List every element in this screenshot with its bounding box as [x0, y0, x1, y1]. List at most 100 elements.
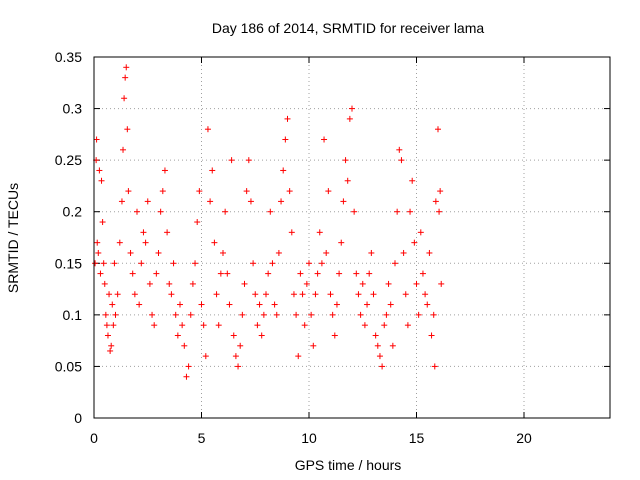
data-point — [245, 157, 252, 164]
data-point — [306, 260, 312, 267]
x-tick-label: 5 — [198, 430, 206, 446]
data-point — [413, 280, 420, 287]
data-point — [424, 301, 431, 308]
data-points — [92, 64, 445, 380]
data-point — [419, 270, 426, 277]
data-point — [174, 332, 181, 339]
data-point — [342, 157, 349, 164]
y-tick-label: 0.25 — [55, 152, 82, 168]
data-point — [329, 311, 336, 318]
data-point — [346, 115, 353, 122]
data-point — [198, 301, 205, 308]
y-tick-label: 0 — [74, 410, 82, 426]
data-point — [409, 177, 416, 184]
data-point — [226, 301, 233, 308]
data-point — [303, 280, 310, 287]
data-point — [338, 239, 345, 246]
data-point — [177, 301, 183, 308]
data-point — [295, 353, 302, 360]
data-point — [159, 188, 166, 195]
data-point — [286, 188, 293, 195]
data-point — [125, 188, 132, 195]
data-point — [308, 311, 315, 318]
data-point — [376, 353, 383, 360]
data-point — [102, 311, 109, 318]
data-point — [241, 280, 248, 287]
data-point — [278, 198, 285, 205]
data-point — [129, 270, 136, 277]
y-tick-label: 0.2 — [63, 204, 83, 220]
data-point — [269, 260, 276, 267]
data-point — [422, 291, 429, 298]
data-point — [364, 301, 371, 308]
data-point — [142, 239, 149, 246]
data-point — [110, 322, 117, 329]
data-point — [122, 74, 129, 81]
data-point — [118, 198, 125, 205]
data-point — [187, 311, 194, 318]
data-point — [211, 239, 218, 246]
data-point — [140, 229, 147, 236]
data-point — [415, 311, 422, 318]
data-point — [426, 249, 433, 256]
data-point — [392, 260, 398, 267]
data-point — [103, 322, 110, 329]
data-point — [353, 270, 360, 277]
data-point — [155, 249, 162, 256]
data-point — [97, 270, 104, 277]
data-point — [179, 322, 186, 329]
data-point — [316, 229, 323, 236]
data-point — [114, 291, 121, 298]
data-point — [120, 146, 127, 153]
data-point — [109, 301, 116, 308]
data-point — [290, 291, 297, 298]
data-point — [260, 311, 267, 318]
data-point — [323, 249, 330, 256]
y-tick-label: 0.3 — [63, 101, 83, 117]
data-point — [99, 219, 106, 226]
data-point — [123, 64, 130, 71]
data-point — [310, 342, 317, 349]
data-point — [411, 239, 418, 246]
data-point — [124, 126, 131, 133]
data-point — [166, 280, 173, 287]
data-point — [104, 332, 111, 339]
x-tick-label: 0 — [90, 430, 98, 446]
data-point — [209, 167, 216, 174]
y-tick-label: 0.1 — [63, 307, 83, 323]
data-point — [112, 311, 119, 318]
data-point — [111, 260, 118, 267]
data-point — [157, 208, 164, 215]
data-point — [428, 332, 435, 339]
data-point — [301, 322, 308, 329]
data-point — [200, 322, 207, 329]
x-tick-label: 10 — [301, 430, 317, 446]
data-point — [340, 198, 347, 205]
data-point — [151, 322, 158, 329]
data-point — [431, 363, 438, 370]
data-point — [252, 291, 259, 298]
data-point — [207, 198, 214, 205]
data-point — [267, 208, 274, 215]
x-tick-label: 15 — [409, 430, 425, 446]
data-point — [437, 188, 444, 195]
data-point — [222, 208, 229, 215]
data-point — [149, 311, 156, 318]
data-point — [366, 270, 373, 277]
data-point — [400, 249, 407, 256]
data-point — [215, 322, 222, 329]
data-point — [318, 260, 325, 267]
data-point — [383, 311, 390, 318]
data-point — [357, 311, 364, 318]
data-point — [379, 363, 386, 370]
data-point — [331, 332, 338, 339]
data-point — [153, 270, 160, 277]
data-point — [220, 249, 226, 256]
data-point — [232, 353, 239, 360]
data-point — [243, 188, 250, 195]
data-point — [349, 105, 355, 112]
data-point — [217, 270, 224, 277]
data-point — [372, 332, 379, 339]
y-tick-label: 0.15 — [55, 255, 82, 271]
